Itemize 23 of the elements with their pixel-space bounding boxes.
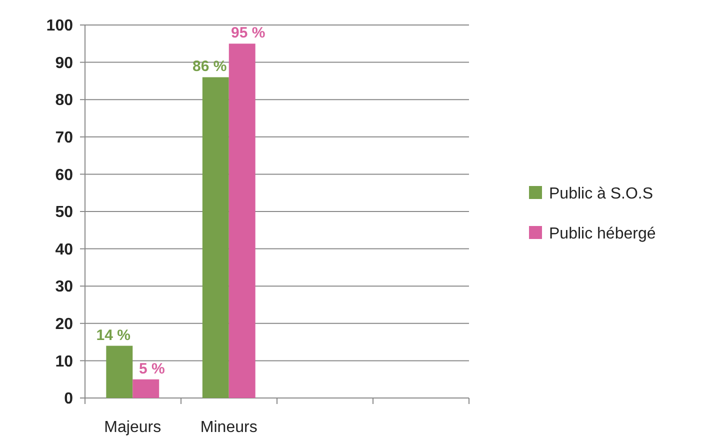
legend-label: Public hébergé: [549, 226, 656, 243]
data-label: 95 %: [231, 24, 266, 42]
bar: [132, 379, 160, 398]
y-tick-label: 70: [55, 130, 74, 146]
data-label: 5 %: [138, 360, 165, 378]
data-label: 14 %: [96, 326, 131, 344]
legend-label: Public à S.O.S: [549, 186, 654, 203]
y-tick-label: 60: [55, 166, 74, 184]
data-label: 86 %: [192, 58, 227, 76]
y-tick-label: 0: [64, 390, 74, 408]
x-tick-label: Mineurs: [200, 419, 258, 436]
y-tick-label: 80: [55, 92, 74, 110]
y-tick-label: 20: [55, 316, 74, 333]
y-tick-label: 10: [55, 353, 74, 370]
y-tick-label: 50: [55, 204, 74, 222]
x-tick-label: Majeurs: [104, 419, 162, 436]
y-tick-label: 100: [46, 18, 74, 35]
y-tick-label: 90: [55, 54, 74, 72]
bar: [228, 44, 256, 398]
bar: [202, 77, 229, 398]
bar: [106, 346, 133, 398]
y-tick-label: 40: [55, 241, 74, 258]
y-tick-label: 30: [55, 278, 74, 296]
